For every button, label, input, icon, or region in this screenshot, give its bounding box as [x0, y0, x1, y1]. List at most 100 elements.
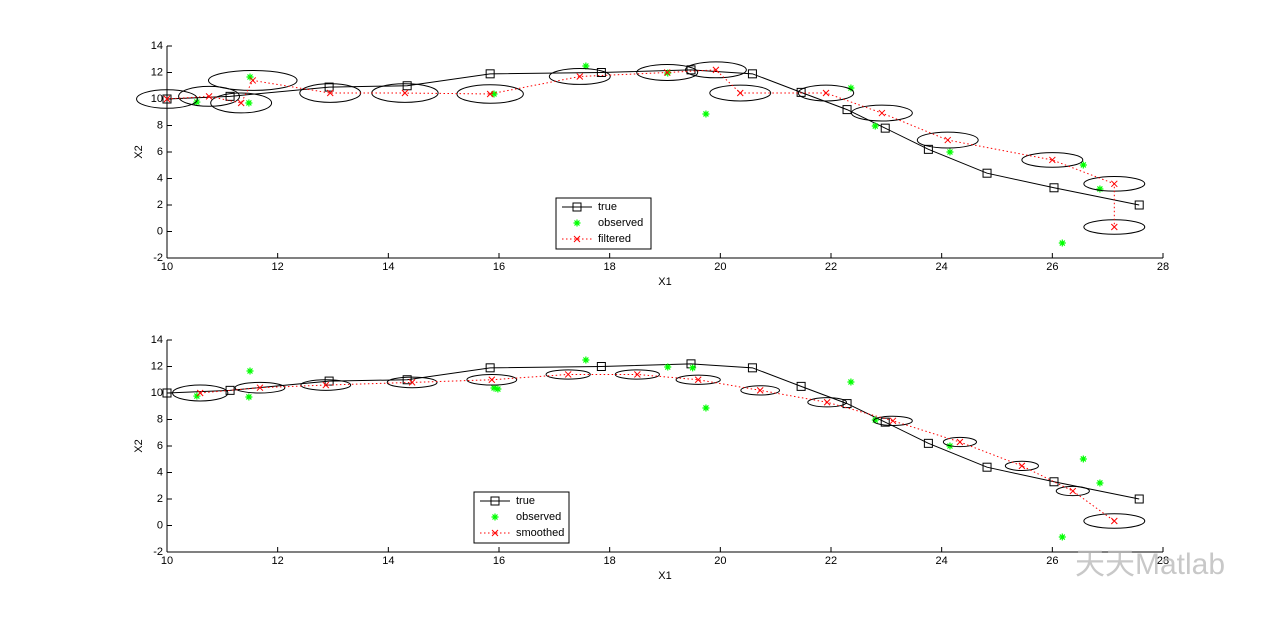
legend-label: observed	[516, 511, 561, 523]
marker-star	[847, 84, 855, 92]
marker-star	[1079, 161, 1087, 169]
marker-x	[401, 89, 409, 97]
marker-square	[842, 399, 852, 409]
covariance-ellipse	[1021, 152, 1084, 168]
x-tick-label: 24	[936, 261, 948, 273]
covariance-ellipse	[873, 415, 913, 426]
legend-label: true	[598, 201, 617, 213]
x-tick-label: 26	[1046, 555, 1058, 567]
marker-square	[324, 82, 334, 92]
marker-square	[162, 388, 172, 398]
legend-marker	[491, 529, 499, 537]
marker-x	[822, 89, 830, 97]
marker-star	[1096, 185, 1104, 193]
marker-star	[245, 99, 253, 107]
marker-x	[944, 136, 952, 144]
legend-marker	[490, 496, 500, 506]
y-tick-label: 2	[157, 493, 163, 505]
marker-square	[880, 123, 890, 133]
marker-square	[1134, 200, 1144, 210]
marker-star	[582, 356, 590, 364]
y-tick-label: 8	[157, 413, 163, 425]
marker-square	[485, 69, 495, 79]
marker-x	[256, 384, 264, 392]
marker-star	[246, 367, 254, 375]
covariance-ellipse	[172, 384, 229, 402]
y-tick-label: 0	[157, 519, 163, 531]
marker-x	[237, 99, 245, 107]
covariance-ellipse	[545, 369, 591, 380]
y-tick-label: 10	[151, 93, 163, 105]
series-line	[166, 363, 1140, 500]
marker-x	[249, 77, 257, 84]
covariance-ellipse	[942, 436, 978, 448]
y-tick-label: 6	[157, 440, 163, 452]
x-tick-label: 20	[714, 555, 726, 567]
marker-x	[663, 69, 671, 76]
marker-x	[576, 73, 584, 80]
marker-x	[564, 371, 572, 378]
marker-x	[196, 389, 204, 397]
marker-x	[163, 95, 171, 103]
x-tick-label: 20	[714, 261, 726, 273]
marker-star	[193, 98, 201, 106]
marker-x	[1110, 180, 1118, 188]
marker-x	[1110, 517, 1118, 525]
legend-marker	[573, 219, 581, 227]
marker-square	[485, 363, 495, 373]
marker-star	[1058, 239, 1066, 247]
y-tick-label: 8	[157, 119, 163, 131]
y-tick-label: 12	[151, 66, 163, 78]
x-axis-label: X1	[658, 570, 671, 582]
covariance-ellipse	[807, 397, 847, 408]
y-tick-label: 6	[157, 146, 163, 158]
y-tick-label: 12	[151, 360, 163, 372]
marker-x	[756, 386, 764, 394]
covariance-ellipse	[466, 373, 518, 386]
marker-x	[1018, 462, 1026, 470]
x-axis-label: X1	[658, 276, 671, 288]
x-tick-label: 14	[382, 261, 394, 273]
marker-star	[871, 122, 879, 130]
x-tick-label: 18	[604, 555, 616, 567]
marker-x	[878, 109, 886, 117]
marker-x	[736, 89, 744, 97]
covariance-ellipse	[1055, 485, 1090, 497]
marker-star	[490, 384, 498, 392]
legend-label: observed	[598, 217, 643, 229]
marker-square	[880, 417, 890, 427]
x-tick-label: 24	[936, 555, 948, 567]
marker-x	[1110, 223, 1118, 231]
marker-x	[889, 417, 897, 425]
marker-square	[402, 81, 412, 91]
covariance-ellipse	[234, 381, 286, 394]
marker-square	[225, 91, 235, 101]
marker-x	[823, 398, 831, 406]
y-axis-label: X2	[133, 145, 145, 158]
watermark: 天天Matlab	[1075, 548, 1225, 581]
marker-x	[326, 89, 334, 97]
marker-star	[702, 110, 710, 118]
marker-star	[490, 90, 498, 98]
y-tick-label: 0	[157, 225, 163, 237]
x-tick-label: 10	[161, 555, 173, 567]
marker-square	[1134, 494, 1144, 504]
marker-square	[923, 144, 933, 154]
marker-square	[982, 462, 992, 472]
y-tick-label: 14	[151, 334, 163, 346]
marker-square	[747, 69, 757, 79]
marker-star	[246, 73, 254, 81]
covariance-ellipse	[210, 92, 273, 114]
marker-square	[923, 438, 933, 448]
y-tick-label: -2	[153, 546, 163, 558]
legend-marker	[491, 513, 499, 521]
marker-star	[1096, 479, 1104, 487]
marker-square	[162, 94, 172, 104]
covariance-ellipse	[916, 131, 979, 149]
marker-star	[689, 364, 697, 372]
marker-x	[322, 381, 330, 389]
x-tick-label: 14	[382, 555, 394, 567]
covariance-ellipse	[797, 84, 855, 102]
x-tick-label: 22	[825, 261, 837, 273]
